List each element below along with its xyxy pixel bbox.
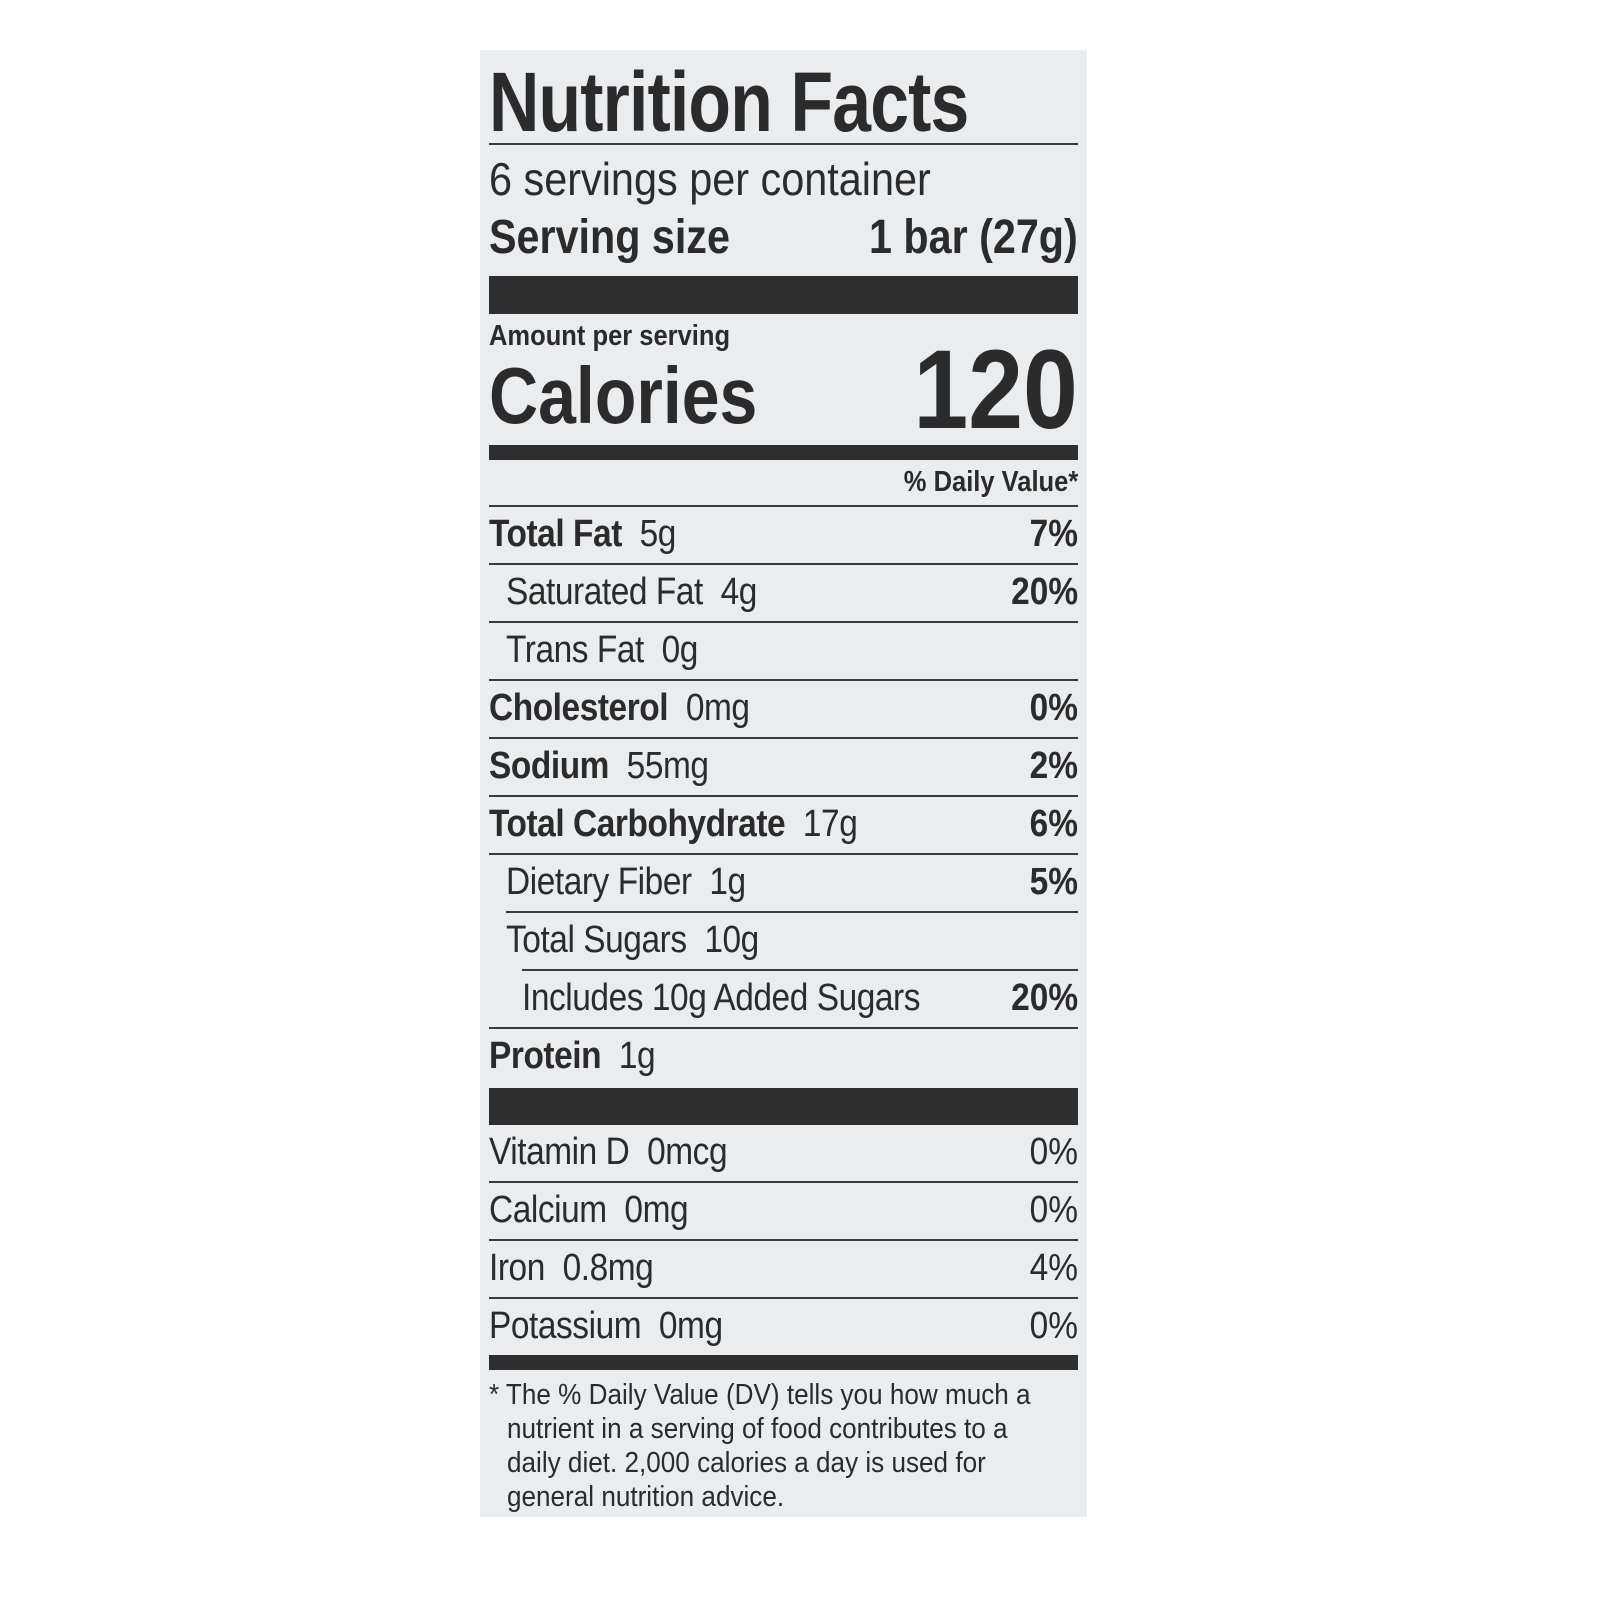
daily-value-header: % Daily Value* [903,466,1078,498]
divider [489,1239,1078,1241]
calories-value: 120 [913,327,1078,452]
vitamin-amount: 0mg [624,1189,689,1231]
vitamin-dv: 4% [1029,1247,1078,1289]
nutrient-name: Trans Fat [506,629,644,671]
nutrient-dv: 2% [1029,745,1078,787]
divider [489,1181,1078,1183]
thick-divider [489,445,1078,460]
vitamin-amount: 0mg [658,1305,723,1347]
vitamin-name: Vitamin D [489,1131,630,1173]
nutrient-amount: 4g [720,571,758,613]
divider [522,969,1078,971]
vitamin-name: Potassium [489,1305,642,1347]
nutrient-label: Protein 1g [489,1035,656,1078]
nutrient-amount: 5g [639,513,677,555]
vitamin-label: Potassium 0mg [489,1305,723,1348]
divider [489,795,1078,797]
footnote: * The % Daily Value (DV) tells you how m… [489,1379,1031,1513]
nutrient-amount: 0mg [685,687,750,729]
nutrient-amount: 55mg [626,745,709,787]
nutrient-dv: 20% [1011,977,1078,1019]
thick-divider [489,1088,1078,1125]
nutrient-name: Includes 10g Added Sugars [522,977,921,1019]
nutrient-name: Protein [489,1035,602,1077]
serving-size-value: 1 bar (27g) [869,211,1078,264]
nutrient-dv: 5% [1029,861,1078,903]
divider [489,143,1078,145]
nutrient-name: Cholesterol [489,687,669,729]
nutrient-dv: 20% [1011,571,1078,613]
divider [489,505,1078,507]
nutrient-label: Total Sugars 10g [506,919,759,962]
nutrition-facts-label: Nutrition Facts 6 servings per container… [480,50,1087,1517]
nutrient-label: Total Fat 5g [489,513,676,556]
calories-label: Calories [489,351,758,440]
amount-per-serving: Amount per serving [489,320,731,352]
nutrient-label: Includes 10g Added Sugars [522,977,929,1020]
nutrient-label: Total Carbohydrate 17g [489,803,858,846]
label-title: Nutrition Facts [489,55,969,149]
serving-size-label: Serving size [489,211,730,264]
nutrient-amount: 1g [709,861,746,903]
vitamin-label: Calcium 0mg [489,1189,689,1232]
nutrient-label: Cholesterol 0mg [489,687,750,730]
vitamin-label: Vitamin D 0mcg [489,1131,728,1174]
nutrient-dv: 7% [1029,513,1078,555]
divider [489,679,1078,681]
thick-divider [489,1355,1078,1370]
nutrient-dv: 0% [1029,687,1078,729]
nutrient-amount: 1g [618,1035,656,1077]
nutrient-label: Trans Fat 0g [506,629,698,672]
nutrient-name: Total Fat [489,513,622,555]
vitamin-label: Iron 0.8mg [489,1247,654,1290]
vitamin-amount: 0.8mg [562,1247,654,1289]
nutrient-label: Dietary Fiber 1g [506,861,746,904]
nutrient-amount: 10g [704,919,759,961]
divider [489,1297,1078,1299]
vitamin-name: Calcium [489,1189,607,1231]
vitamin-dv: 0% [1029,1305,1078,1347]
divider [489,1027,1078,1029]
nutrient-amount: 17g [802,803,858,845]
nutrient-name: Dietary Fiber [506,861,692,903]
nutrient-amount: 0g [661,629,699,671]
vitamin-name: Iron [489,1247,545,1289]
nutrient-label: Sodium 55mg [489,745,709,788]
divider [489,853,1078,855]
thick-divider [489,276,1078,314]
nutrient-dv: 6% [1029,803,1078,845]
vitamin-dv: 0% [1029,1189,1078,1231]
nutrient-name: Saturated Fat [506,571,703,613]
nutrient-name: Sodium [489,745,609,787]
nutrient-label: Saturated Fat 4g [506,571,757,614]
nutrient-name: Total Sugars [506,919,687,961]
divider [489,737,1078,739]
vitamin-amount: 0mcg [647,1131,728,1173]
divider [489,563,1078,565]
vitamin-dv: 0% [1029,1131,1078,1173]
servings-per-container: 6 servings per container [489,153,931,205]
divider [489,621,1078,623]
nutrient-name: Total Carbohydrate [489,803,786,845]
divider [506,911,1078,913]
